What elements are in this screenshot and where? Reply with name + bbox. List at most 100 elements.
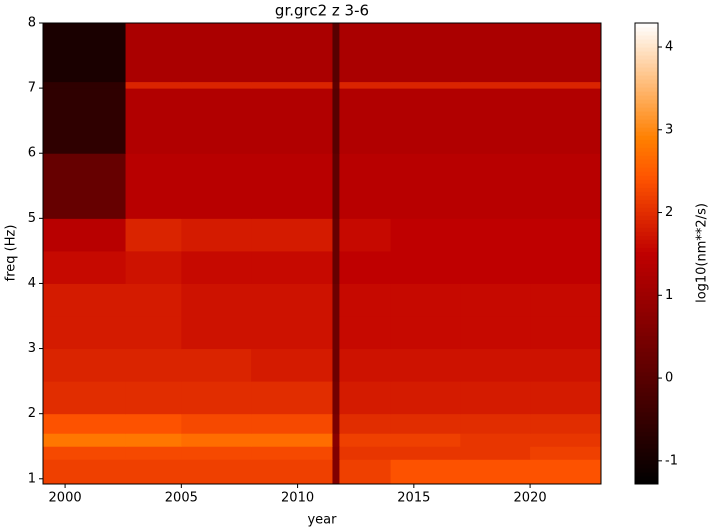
heatmap-cell bbox=[339, 250, 392, 284]
colorbar-segment bbox=[635, 211, 658, 216]
colorbar-segment bbox=[635, 71, 658, 76]
colorbar-segment bbox=[635, 423, 658, 429]
heatmap-cell bbox=[43, 316, 127, 350]
heatmap-cell bbox=[530, 348, 602, 382]
colorbar-tick-label: 0 bbox=[665, 371, 673, 386]
heatmap-cell bbox=[251, 381, 333, 415]
colorbar-segment bbox=[635, 67, 658, 72]
heatmap-cell bbox=[332, 381, 340, 415]
colorbar-segment bbox=[635, 235, 658, 240]
colorbar-segment bbox=[635, 295, 658, 301]
heatmap-cell bbox=[339, 459, 392, 485]
heatmap-cell bbox=[390, 81, 461, 89]
colorbar-segment bbox=[635, 99, 658, 104]
colorbar-segment bbox=[635, 247, 658, 252]
heatmap-cell bbox=[339, 88, 392, 154]
heatmap-cell bbox=[125, 283, 182, 317]
colorbar-segment bbox=[635, 439, 658, 445]
y-tick-label: 3 bbox=[28, 341, 36, 356]
colorbar-segment bbox=[635, 283, 658, 289]
colorbar-segment bbox=[635, 271, 658, 277]
heatmap-cell bbox=[251, 88, 333, 154]
heatmap-cell bbox=[332, 433, 340, 447]
heatmap-cell bbox=[332, 446, 340, 460]
colorbar-segment bbox=[635, 431, 658, 437]
heatmap-cell bbox=[460, 433, 531, 447]
colorbar-segment bbox=[635, 347, 658, 353]
heatmap-cell bbox=[460, 348, 531, 382]
heatmap-cell bbox=[332, 459, 340, 485]
colorbar-segment bbox=[635, 147, 658, 152]
heatmap-cell bbox=[251, 23, 333, 83]
heatmap-cell bbox=[251, 81, 333, 89]
colorbar-tick-label: 4 bbox=[665, 40, 673, 55]
heatmap-cell bbox=[125, 413, 182, 434]
heatmap-cell bbox=[125, 250, 182, 284]
heatmap-cell bbox=[125, 446, 182, 460]
heatmap-cell bbox=[43, 153, 127, 219]
heatmap-cell bbox=[181, 88, 252, 154]
heatmap-cell bbox=[181, 81, 252, 89]
colorbar-segment bbox=[635, 151, 658, 156]
heatmap-cell bbox=[390, 153, 461, 219]
heatmap-cell bbox=[181, 250, 252, 284]
colorbar-segment bbox=[635, 139, 658, 144]
colorbar-tick-label: 3 bbox=[665, 122, 673, 137]
colorbar-segment bbox=[635, 111, 658, 116]
heatmap-cell bbox=[181, 23, 252, 83]
colorbar-segment bbox=[635, 87, 658, 92]
heatmap-cell bbox=[332, 81, 340, 89]
heatmap-cell bbox=[43, 81, 127, 89]
heatmap-cell bbox=[530, 23, 602, 83]
heatmap-cell bbox=[43, 413, 127, 434]
colorbar-segment bbox=[635, 479, 658, 485]
heatmap-cell bbox=[339, 283, 392, 317]
heatmap-cell bbox=[460, 283, 531, 317]
colorbar-segment bbox=[635, 319, 658, 325]
heatmap-cell bbox=[390, 381, 461, 415]
heatmap-cell bbox=[390, 250, 461, 284]
colorbar-segment bbox=[635, 375, 658, 381]
heatmap-cell bbox=[339, 446, 392, 460]
heatmap-cell bbox=[181, 283, 252, 317]
heatmap-cell bbox=[530, 459, 602, 485]
colorbar-segment bbox=[635, 191, 658, 196]
colorbar-segment bbox=[635, 459, 658, 465]
heatmap-cell bbox=[530, 153, 602, 219]
colorbar-segment bbox=[635, 207, 658, 212]
heatmap-cell bbox=[125, 218, 182, 252]
heatmap-cell bbox=[339, 348, 392, 382]
heatmap-cell bbox=[43, 88, 127, 154]
colorbar-segment bbox=[635, 255, 658, 261]
heatmap-cell bbox=[125, 88, 182, 154]
colorbar-segment bbox=[635, 267, 658, 273]
heatmap-cell bbox=[125, 153, 182, 219]
heatmap-cell bbox=[390, 218, 461, 252]
heatmap-cell bbox=[125, 348, 182, 382]
heatmap-cell bbox=[125, 381, 182, 415]
colorbar-segment bbox=[635, 127, 658, 132]
colorbar-frame bbox=[634, 22, 659, 485]
y-tick-label: 1 bbox=[28, 471, 36, 486]
heatmap-cell bbox=[332, 88, 340, 154]
heatmap-cell bbox=[460, 250, 531, 284]
heatmap-cell bbox=[251, 413, 333, 434]
heatmap-cell bbox=[390, 459, 461, 485]
heatmap-cell bbox=[43, 459, 127, 485]
heatmap-cell bbox=[332, 23, 340, 83]
heatmap-cell bbox=[390, 316, 461, 350]
heatmap-cell bbox=[530, 381, 602, 415]
heatmap-cell bbox=[181, 446, 252, 460]
heatmap-cell bbox=[530, 413, 602, 434]
heatmap-cell bbox=[251, 218, 333, 252]
heatmap-cell bbox=[390, 413, 461, 434]
colorbar-segment bbox=[635, 143, 658, 148]
heatmap-cell bbox=[251, 459, 333, 485]
heatmap-cell bbox=[43, 348, 127, 382]
heatmap-cell bbox=[530, 81, 602, 89]
colorbar-segment bbox=[635, 451, 658, 457]
colorbar-segment bbox=[635, 79, 658, 84]
colorbar-segment bbox=[635, 251, 658, 257]
colorbar-segment bbox=[635, 51, 658, 56]
